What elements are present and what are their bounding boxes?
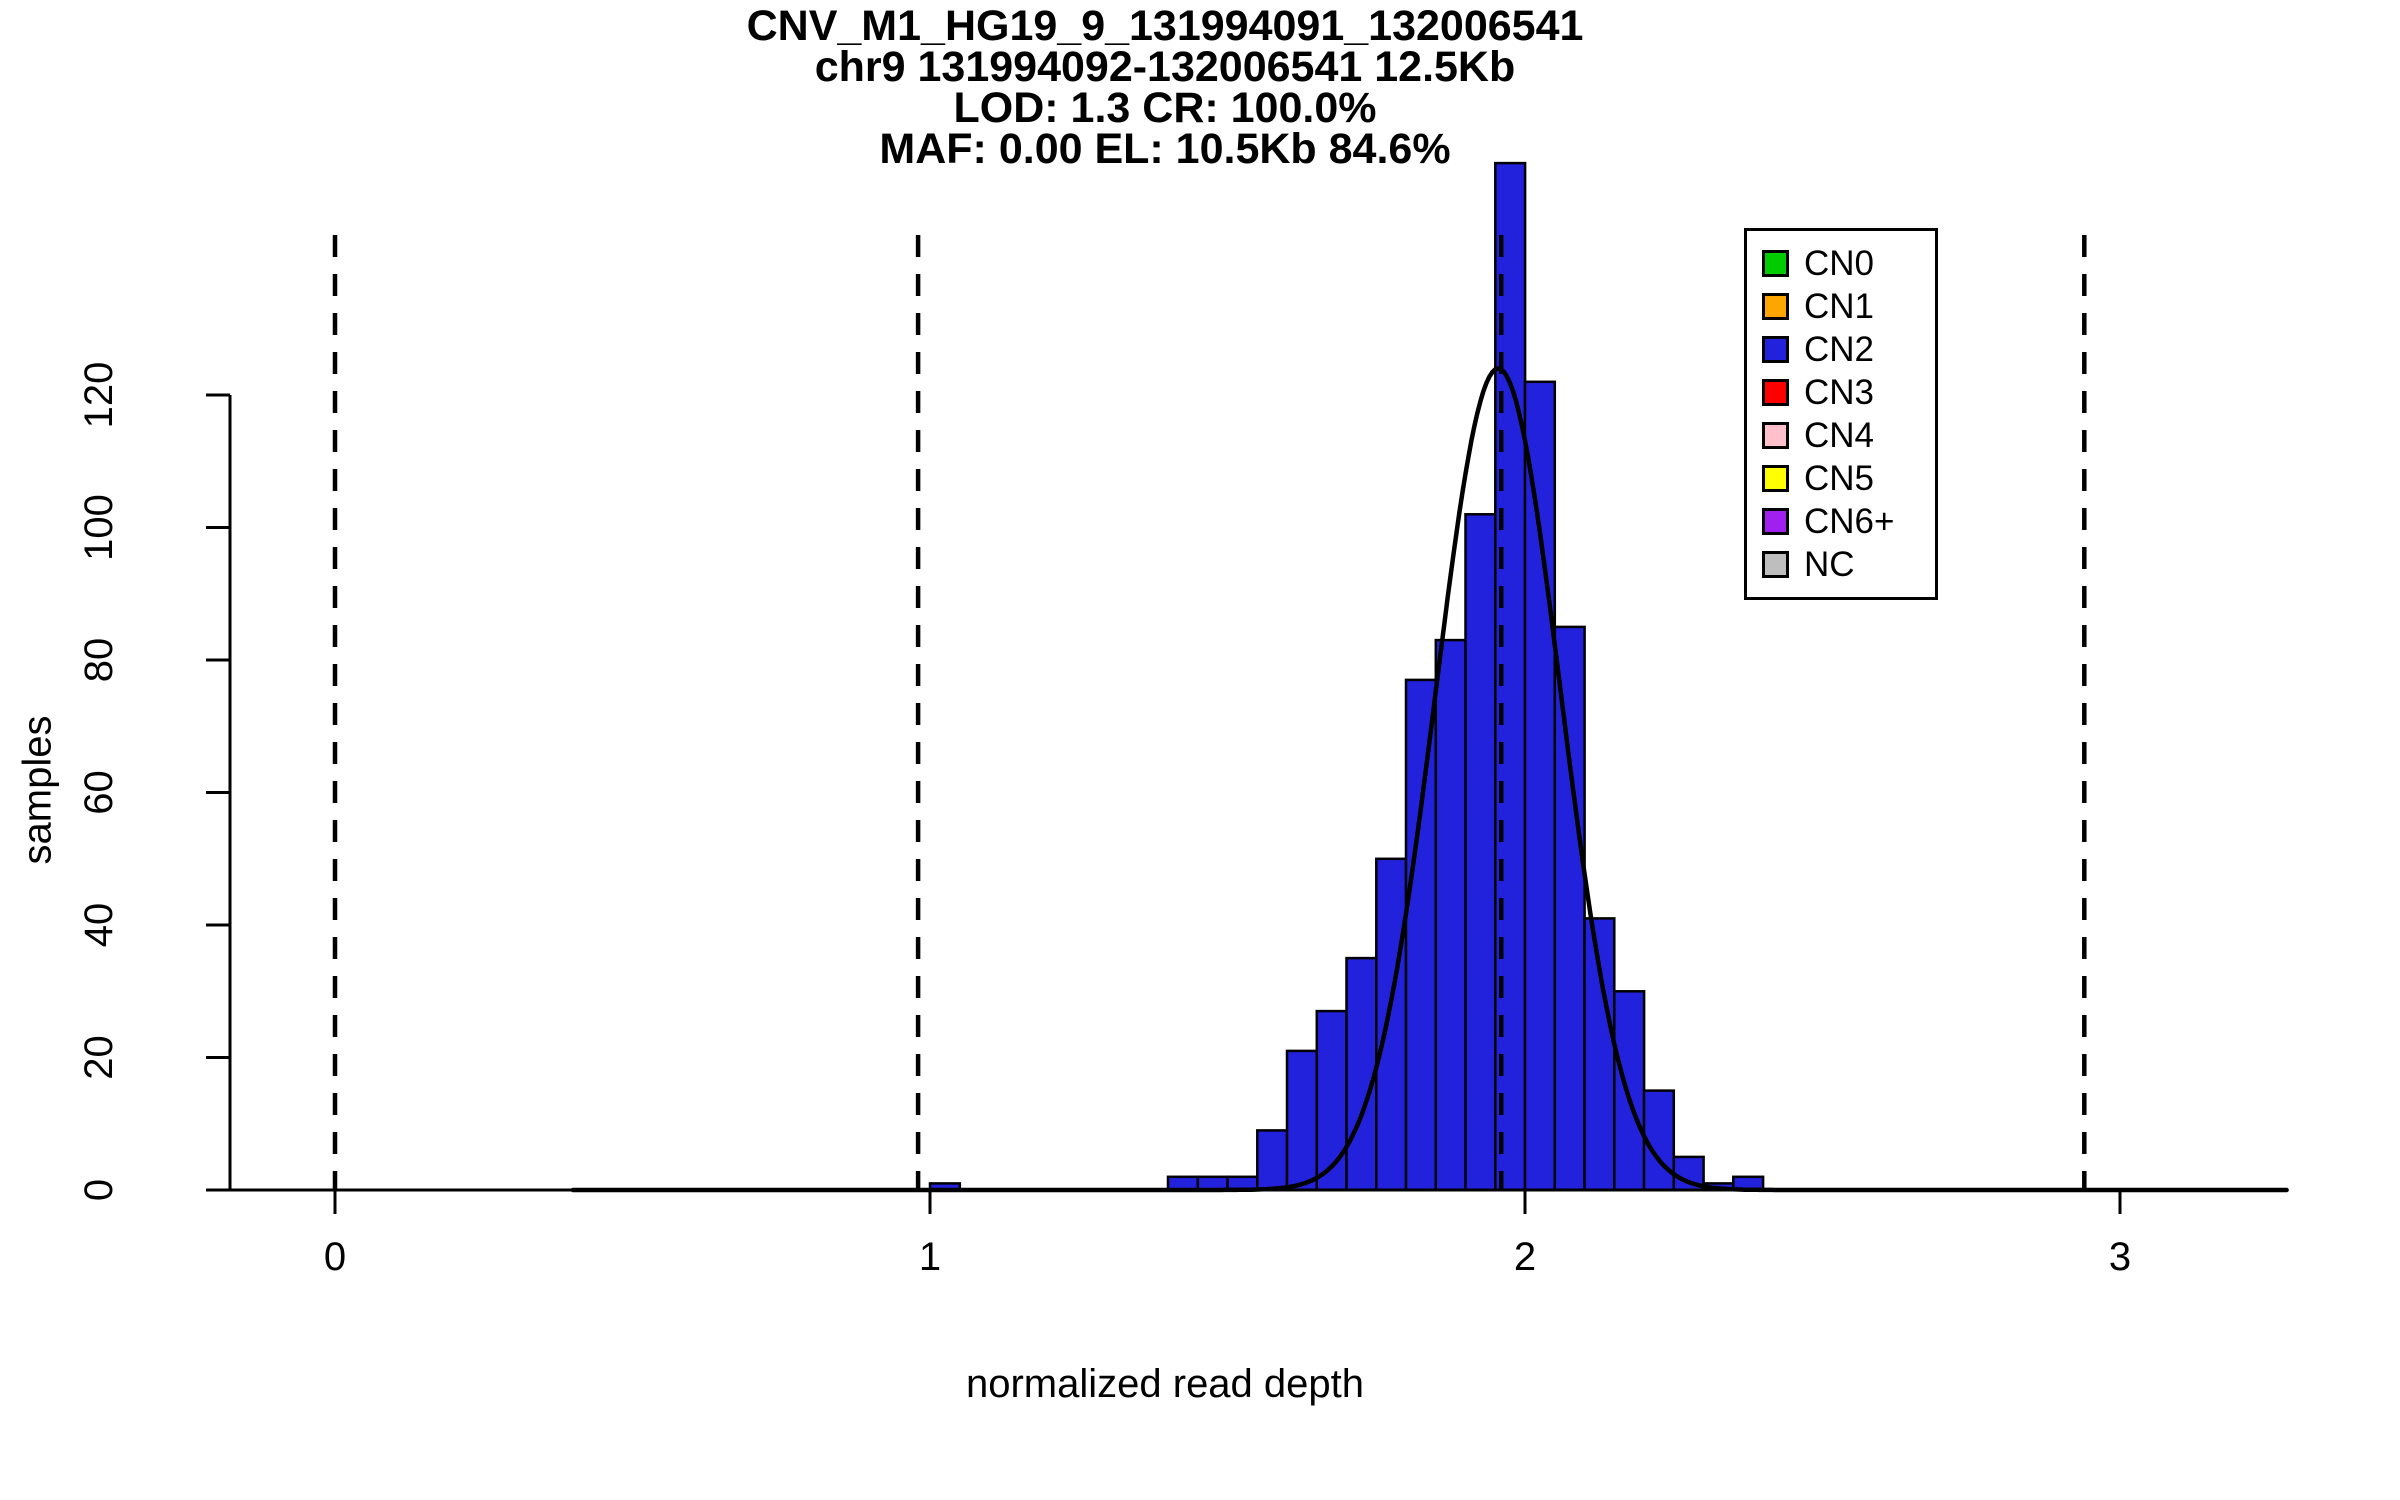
legend-item-nc: NC bbox=[1762, 543, 1931, 586]
x-tick-label: 0 bbox=[324, 1235, 346, 1279]
legend-label: CN1 bbox=[1804, 286, 1875, 326]
legend-item-cn6plus: CN6+ bbox=[1762, 500, 1931, 543]
title-line-1: CNV_M1_HG19_9_131994091_132006541 bbox=[746, 2, 1584, 50]
x-tick-label: 3 bbox=[2109, 1235, 2131, 1279]
legend-swatch-cn3 bbox=[1762, 379, 1789, 406]
legend-item-cn2: CN2 bbox=[1762, 328, 1931, 371]
legend-label: NC bbox=[1804, 544, 1855, 584]
legend-swatch-cn2 bbox=[1762, 336, 1789, 363]
histogram-bar bbox=[1345, 956, 1378, 1192]
histogram-bar bbox=[1375, 857, 1408, 1192]
histogram-bars bbox=[928, 161, 1765, 1192]
y-tick-label: 40 bbox=[77, 903, 121, 948]
legend-label: CN0 bbox=[1804, 243, 1875, 283]
legend-swatch-cn4 bbox=[1762, 422, 1789, 449]
x-axis-title: normalized read depth bbox=[965, 1362, 1365, 1406]
legend-swatch-cn0 bbox=[1762, 250, 1789, 277]
legend: CN0 CN1 CN2 CN3 CN4 CN5 CN6+ NC bbox=[1744, 228, 1938, 600]
y-tick-label: 0 bbox=[77, 1179, 121, 1201]
x-axis: 0 1 2 3 bbox=[227, 1188, 2287, 1279]
legend-swatch-nc bbox=[1762, 551, 1789, 578]
y-tick-label: 20 bbox=[77, 1035, 121, 1080]
x-tick-label: 2 bbox=[1514, 1235, 1536, 1279]
legend-item-cn3: CN3 bbox=[1762, 371, 1931, 414]
y-axis-title: samples bbox=[15, 715, 60, 865]
legend-swatch-cn1 bbox=[1762, 293, 1789, 320]
legend-item-cn0: CN0 bbox=[1762, 242, 1931, 285]
y-tick-label: 120 bbox=[77, 362, 121, 429]
title-line-2: chr9 131994092-132006541 12.5Kb bbox=[814, 43, 1516, 91]
legend-swatch-cn5 bbox=[1762, 465, 1789, 492]
histogram-bar bbox=[1285, 1049, 1319, 1192]
legend-label: CN6+ bbox=[1804, 501, 1895, 541]
y-tick-label: 60 bbox=[77, 770, 121, 815]
legend-swatch-cn6plus bbox=[1762, 508, 1789, 535]
chart-title-block: CNV_M1_HG19_9_131994091_132006541 chr9 1… bbox=[0, 2, 2330, 173]
histogram-bar bbox=[1464, 513, 1497, 1192]
histogram-bar bbox=[1256, 1129, 1289, 1192]
legend-label: CN5 bbox=[1804, 458, 1875, 498]
legend-label: CN3 bbox=[1804, 372, 1875, 412]
histogram-bar bbox=[1404, 678, 1438, 1192]
histogram-bar bbox=[1642, 1089, 1676, 1192]
legend-label: CN4 bbox=[1804, 415, 1875, 455]
histogram-bar bbox=[1434, 638, 1467, 1192]
histogram-bar bbox=[1613, 990, 1646, 1192]
legend-label: CN2 bbox=[1804, 329, 1875, 369]
y-axis: 0 20 40 60 80 100 120 bbox=[77, 362, 232, 1201]
title-line-4: MAF: 0.00 EL: 10.5Kb 84.6% bbox=[879, 125, 1451, 173]
legend-item-cn1: CN1 bbox=[1762, 285, 1931, 328]
histogram-bar bbox=[1553, 625, 1586, 1192]
copy-number-dashed-lines bbox=[332, 235, 2087, 1190]
title-line-3: LOD: 1.3 CR: 100.0% bbox=[953, 84, 1377, 132]
histogram-bar bbox=[1523, 380, 1557, 1192]
y-tick-label: 80 bbox=[77, 638, 121, 683]
legend-item-cn5: CN5 bbox=[1762, 457, 1931, 500]
y-tick-label: 100 bbox=[77, 494, 121, 561]
x-tick-label: 1 bbox=[919, 1235, 941, 1279]
legend-item-cn4: CN4 bbox=[1762, 414, 1931, 457]
